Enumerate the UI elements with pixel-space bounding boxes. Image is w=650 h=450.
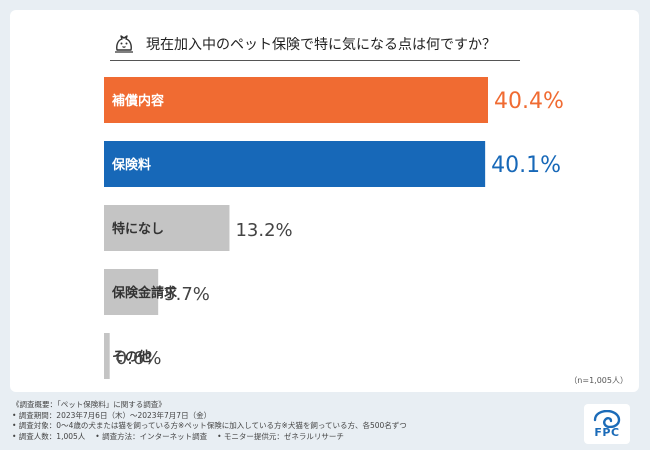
bar-1	[104, 77, 488, 123]
category-label-4: 保険金請求	[111, 285, 178, 301]
category-label-1: 補償内容	[111, 93, 164, 109]
category-label-3: 特になし	[112, 221, 164, 237]
bar-2	[104, 141, 486, 187]
category-label-2: 保険料	[111, 157, 151, 173]
survey-summary: 《調査概要：「ペット保険料」に関する調査》 • 調査期間：2023年7月6日（木…	[12, 400, 407, 442]
logo-text: FPC	[594, 425, 620, 439]
survey-provider: • モニター提供元：ゼネラルリサーチ	[217, 431, 344, 441]
fpc-logo: FPC	[584, 404, 630, 444]
bar-5	[104, 333, 110, 379]
survey-count: • 調査人数：1,005人	[12, 431, 86, 441]
value-label-5: 0.6%	[116, 348, 162, 369]
bar-3	[104, 205, 230, 251]
value-label-2: 40.1%	[491, 153, 561, 178]
chart-title: 現在加入中のペット保険で特に気になる点は何ですか？	[146, 37, 496, 53]
value-label-4: 5.7%	[164, 284, 210, 305]
sample-size-note: （n=1,005人）	[569, 376, 628, 385]
wave-logo-icon	[593, 409, 621, 428]
chart-card	[10, 10, 639, 392]
chart-title-row: 現在加入中のペット保険で特に気になる点は何ですか？	[110, 28, 520, 61]
survey-method: • 調査方法：インターネット調査	[95, 431, 208, 441]
bar-4	[104, 269, 159, 315]
survey-target: • 調査対象：0～4歳の犬または猫を飼っている方※ペット保険に加入している方※犬…	[12, 421, 407, 430]
dog-cat-icon	[111, 31, 137, 57]
value-label-1: 40.4%	[494, 89, 564, 114]
value-label-3: 13.2%	[235, 220, 292, 241]
category-label-5: その他	[112, 349, 151, 365]
survey-period: • 調査期間：2023年7月6日（木）～2023年7月7日（金）	[12, 410, 212, 420]
survey-heading: 《調査概要：「ペット保険料」に関する調査》	[12, 400, 166, 409]
